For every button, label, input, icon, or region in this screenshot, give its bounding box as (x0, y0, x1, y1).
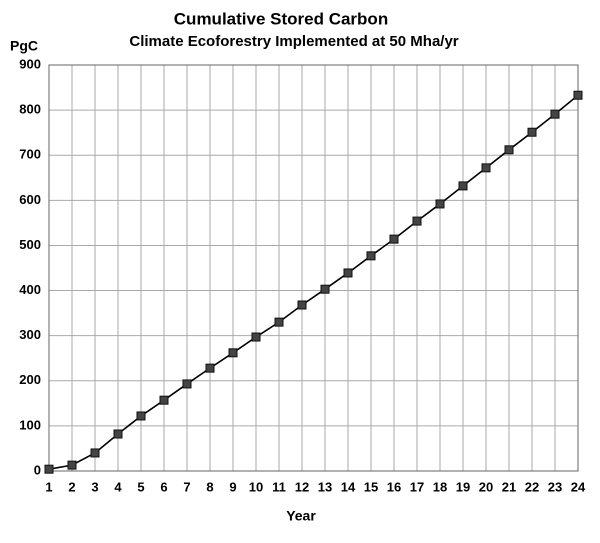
data-point (343, 268, 353, 278)
x-tick-label: 3 (91, 479, 98, 494)
data-point (182, 379, 192, 389)
data-point (113, 429, 123, 439)
x-tick-label: 23 (548, 479, 562, 494)
y-tick-label: 0 (34, 462, 41, 477)
x-tick-label: 5 (137, 479, 144, 494)
x-tick-label: 7 (183, 479, 190, 494)
data-point (274, 317, 284, 327)
data-point (159, 395, 169, 405)
x-tick-label: 4 (114, 479, 122, 494)
x-tick-label: 18 (433, 479, 447, 494)
x-tick-label: 13 (318, 479, 332, 494)
y-tick-label: 500 (19, 237, 41, 252)
data-point (504, 145, 514, 155)
x-tick-label: 16 (387, 479, 401, 494)
data-point (136, 411, 146, 421)
x-tick-label: 21 (502, 479, 516, 494)
data-point (228, 348, 238, 358)
y-tick-label: 200 (19, 372, 41, 387)
y-tick-label: 300 (19, 327, 41, 342)
data-point (435, 199, 445, 209)
x-tick-label: 8 (206, 479, 213, 494)
chart-subtitle: Climate Ecoforestry Implemented at 50 Mh… (129, 33, 458, 50)
data-point (389, 234, 399, 244)
x-tick-label: 24 (571, 479, 586, 494)
x-tick-label: 10 (249, 479, 263, 494)
x-tick-label: 9 (229, 479, 236, 494)
data-point (320, 284, 330, 294)
data-point (458, 181, 468, 191)
data-point (573, 90, 583, 100)
y-tick-label: 600 (19, 192, 41, 207)
y-tick-label: 700 (19, 147, 41, 162)
data-point (550, 109, 560, 119)
x-tick-label: 20 (479, 479, 493, 494)
x-tick-label: 6 (160, 479, 167, 494)
data-point (366, 251, 376, 261)
data-point (44, 464, 54, 474)
data-point (297, 300, 307, 310)
x-tick-label: 2 (68, 479, 75, 494)
y-tick-label: 900 (19, 56, 41, 71)
x-tick-label: 12 (295, 479, 309, 494)
y-tick-label: 400 (19, 282, 41, 297)
plot-frame (48, 64, 579, 472)
x-tick-label: 11 (272, 479, 286, 494)
data-point (481, 163, 491, 173)
x-tick-label: 14 (341, 479, 356, 494)
chart-title: Cumulative Stored Carbon (174, 9, 388, 28)
x-tick-label: 17 (410, 479, 424, 494)
x-tick-label: 15 (364, 479, 378, 494)
x-tick-label: 22 (525, 479, 539, 494)
data-point (90, 448, 100, 458)
data-point (412, 216, 422, 226)
data-line (48, 94, 579, 470)
x-tick-label: 1 (45, 479, 52, 494)
data-point (67, 460, 77, 470)
y-tick-label: 800 (19, 102, 41, 117)
y-axis-label: PgC (10, 38, 38, 54)
data-point (527, 127, 537, 137)
data-point (205, 363, 215, 373)
x-tick-label: 19 (456, 479, 470, 494)
y-tick-label: 100 (19, 417, 41, 432)
x-axis-label: Year (286, 508, 316, 524)
data-point (251, 332, 261, 342)
